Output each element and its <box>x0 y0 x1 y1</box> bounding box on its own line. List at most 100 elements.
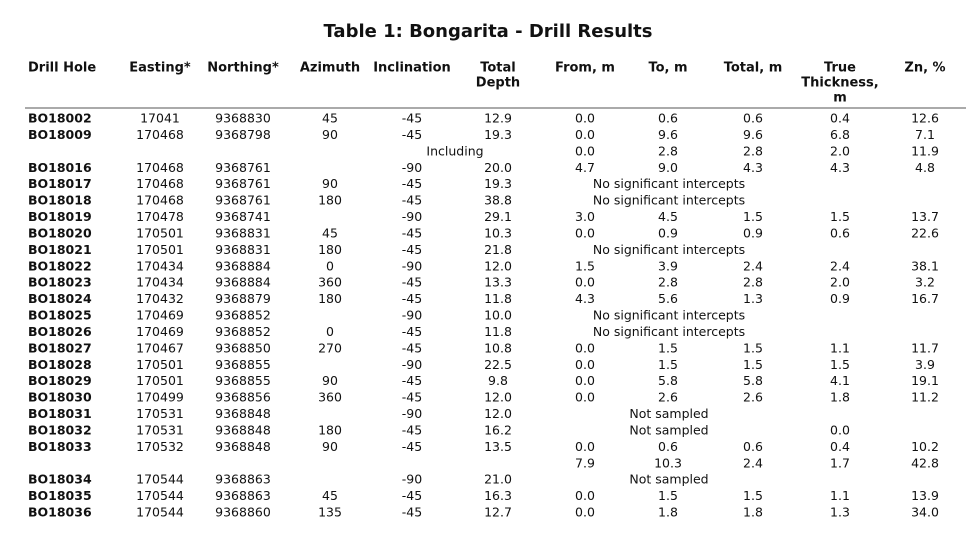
cell: 9368831 <box>215 242 271 257</box>
cell: 1.8 <box>743 505 763 520</box>
column-header: From, m <box>555 61 615 76</box>
cell: 20.0 <box>484 160 512 175</box>
cell: -45 <box>402 422 422 437</box>
cell: 2.4 <box>830 258 850 273</box>
cell: -45 <box>402 176 422 191</box>
cell: -45 <box>402 225 422 240</box>
drill-hole: BO18028 <box>28 357 92 372</box>
cell: 180 <box>318 422 342 437</box>
cell: 45 <box>322 488 338 503</box>
drill-hole: BO18020 <box>28 225 92 240</box>
cell: 0.0 <box>575 127 595 142</box>
cell: 170501 <box>136 357 184 372</box>
cell: 170468 <box>136 193 184 208</box>
cell: 6.8 <box>830 127 850 142</box>
cell: 180 <box>318 291 342 306</box>
cell: -45 <box>402 275 422 290</box>
cell: 21.8 <box>484 242 512 257</box>
cell: 3.2 <box>915 275 935 290</box>
cell: 2.8 <box>658 275 678 290</box>
cell: 45 <box>322 225 338 240</box>
cell: 0.6 <box>743 439 763 454</box>
drill-hole: BO18024 <box>28 291 92 306</box>
cell: 38.1 <box>911 258 939 273</box>
cell: 10.8 <box>484 340 512 355</box>
cell: 10.3 <box>484 225 512 240</box>
cell: 1.3 <box>830 505 850 520</box>
row-note: Not sampled <box>629 406 708 421</box>
cell: 13.9 <box>911 488 939 503</box>
cell: 21.0 <box>484 472 512 487</box>
cell: 0.0 <box>575 111 595 126</box>
cell: 0.0 <box>830 422 850 437</box>
drill-hole: BO18018 <box>28 193 92 208</box>
cell: 1.3 <box>743 291 763 306</box>
cell: 170468 <box>136 176 184 191</box>
cell: 0.0 <box>575 439 595 454</box>
cell: 1.5 <box>830 209 850 224</box>
drill-hole: BO18030 <box>28 390 92 405</box>
column-header: Inclination <box>373 61 451 76</box>
cell: 12.0 <box>484 390 512 405</box>
cell: 9368856 <box>215 390 271 405</box>
drill-hole: BO18022 <box>28 258 92 273</box>
cell: -90 <box>402 258 422 273</box>
cell: -90 <box>402 209 422 224</box>
cell: 170432 <box>136 291 184 306</box>
drill-hole: BO18029 <box>28 373 92 388</box>
cell: 170468 <box>136 160 184 175</box>
column-header: m <box>833 91 847 106</box>
cell: 170434 <box>136 275 184 290</box>
drill-hole: BO18002 <box>28 111 92 126</box>
cell: 9368884 <box>215 275 271 290</box>
cell: 90 <box>322 439 338 454</box>
cell: 1.8 <box>658 505 678 520</box>
cell: 45 <box>322 111 338 126</box>
row-note: No significant intercepts <box>593 176 745 191</box>
cell: 3.9 <box>658 258 678 273</box>
cell: 9368852 <box>215 324 271 339</box>
cell: 16.2 <box>484 422 512 437</box>
cell: 22.6 <box>911 225 939 240</box>
cell: 9368848 <box>215 406 271 421</box>
cell: 0.6 <box>658 439 678 454</box>
cell: 0.0 <box>575 488 595 503</box>
column-header: Thickness, <box>801 76 878 91</box>
drill-hole: BO18033 <box>28 439 92 454</box>
cell: 9368850 <box>215 340 271 355</box>
cell: 9368798 <box>215 127 271 142</box>
cell: 2.8 <box>743 143 763 158</box>
cell: 9.6 <box>743 127 763 142</box>
cell: -45 <box>402 439 422 454</box>
cell: 9.6 <box>658 127 678 142</box>
cell: 10.2 <box>911 439 939 454</box>
cell: 10.0 <box>484 308 512 323</box>
cell: 2.8 <box>743 275 763 290</box>
row-note: Including <box>426 143 483 158</box>
cell: -90 <box>402 357 422 372</box>
cell: 17041 <box>140 111 180 126</box>
cell: -45 <box>402 193 422 208</box>
cell: 9368863 <box>215 472 271 487</box>
cell: 38.8 <box>484 193 512 208</box>
cell: 1.7 <box>830 455 850 470</box>
drill-hole: BO18027 <box>28 340 92 355</box>
cell: 170467 <box>136 340 184 355</box>
cell: 170501 <box>136 225 184 240</box>
cell: 170544 <box>136 472 184 487</box>
cell: 9368860 <box>215 505 271 520</box>
drill-hole: BO18035 <box>28 488 92 503</box>
row-note: No significant intercepts <box>593 308 745 323</box>
column-header: True <box>824 61 856 76</box>
cell: 5.6 <box>658 291 678 306</box>
cell: 2.0 <box>830 275 850 290</box>
cell: 12.0 <box>484 406 512 421</box>
column-header: Total, m <box>724 61 783 76</box>
cell: 0.0 <box>575 373 595 388</box>
cell: 9368741 <box>215 209 271 224</box>
cell: 9368855 <box>215 373 271 388</box>
cell: 16.7 <box>911 291 939 306</box>
cell: 1.5 <box>658 340 678 355</box>
cell: 29.1 <box>484 209 512 224</box>
